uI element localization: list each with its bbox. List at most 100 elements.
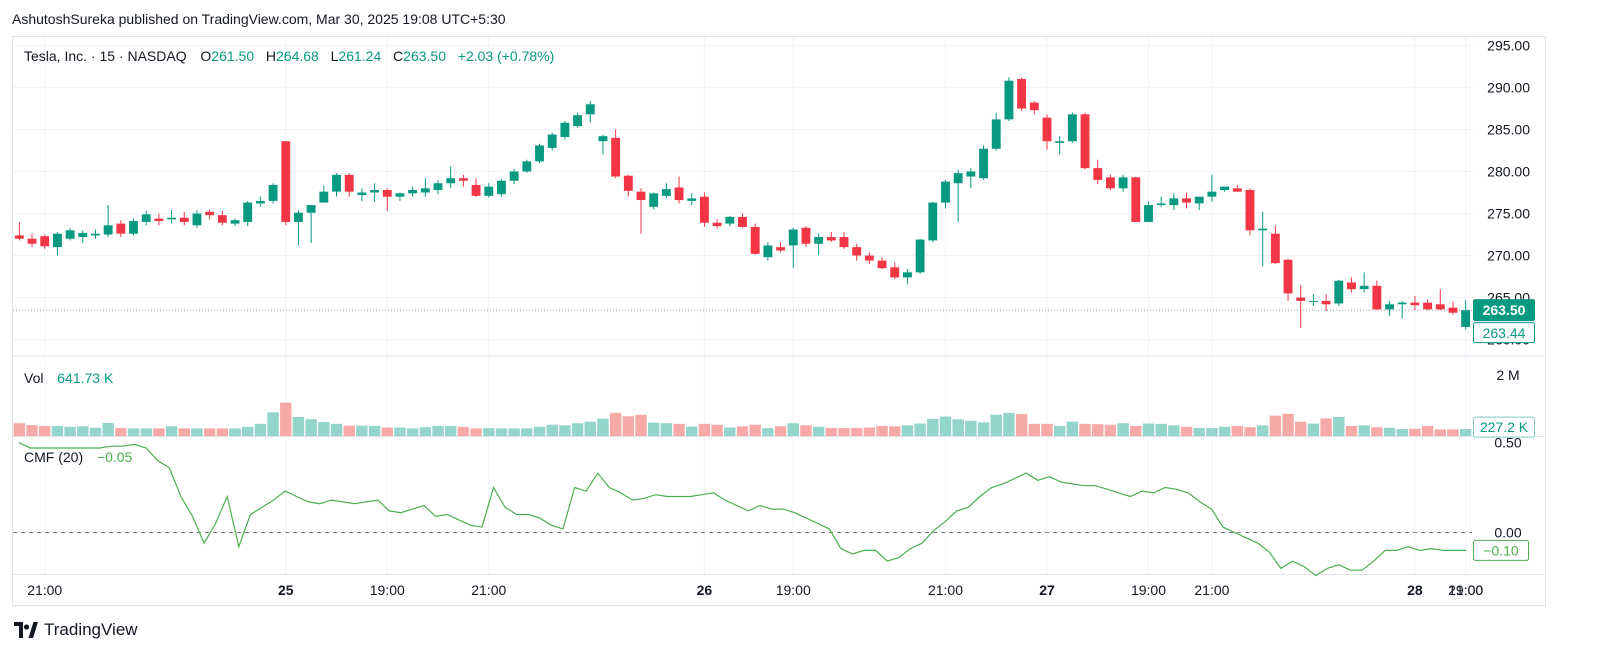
volume-bar[interactable]	[698, 423, 711, 436]
volume-bar[interactable]	[1269, 415, 1282, 436]
volume-bar[interactable]	[89, 427, 102, 436]
candle-body[interactable]	[91, 233, 100, 236]
candle-body[interactable]	[1448, 307, 1458, 313]
volume-bar[interactable]	[356, 425, 368, 436]
volume-bar[interactable]	[203, 428, 216, 436]
volume-bar[interactable]	[343, 425, 355, 436]
candle-body[interactable]	[420, 188, 430, 193]
candle-body[interactable]	[255, 200, 265, 204]
candle-body[interactable]	[408, 189, 418, 194]
volume-bar[interactable]	[419, 427, 432, 436]
candle-body[interactable]	[649, 193, 659, 207]
candle-body[interactable]	[154, 218, 164, 222]
candle-body[interactable]	[294, 212, 303, 222]
candle-body[interactable]	[585, 104, 595, 115]
candle-body[interactable]	[1435, 304, 1445, 310]
volume-bar[interactable]	[800, 425, 812, 436]
volume-bar[interactable]	[838, 428, 850, 436]
volume-bar[interactable]	[241, 426, 254, 436]
candle-body[interactable]	[687, 198, 697, 201]
volume-bar[interactable]	[1345, 425, 1358, 436]
volume-bar[interactable]	[546, 424, 558, 436]
volume-bar[interactable]	[927, 418, 939, 436]
volume-bar[interactable]	[1104, 424, 1117, 436]
candle-body[interactable]	[116, 223, 126, 234]
volume-bar[interactable]	[1015, 414, 1028, 436]
volume-bar[interactable]	[787, 423, 799, 436]
volume-bar[interactable]	[1155, 423, 1167, 436]
volume-bar[interactable]	[280, 402, 292, 436]
candle-body[interactable]	[1359, 285, 1369, 290]
volume-bar[interactable]	[711, 424, 723, 436]
volume-bar[interactable]	[254, 423, 267, 436]
volume-bar[interactable]	[64, 426, 76, 436]
candle-body[interactable]	[103, 225, 113, 235]
volume-bar[interactable]	[1307, 423, 1320, 436]
candle-body[interactable]	[699, 196, 709, 223]
volume-bar[interactable]	[444, 425, 457, 436]
candle-body[interactable]	[966, 171, 976, 177]
candle-body[interactable]	[941, 181, 950, 203]
candle-body[interactable]	[991, 119, 1001, 149]
volume-bar[interactable]	[292, 416, 305, 436]
candle-body[interactable]	[1017, 79, 1027, 109]
volume-bar[interactable]	[1092, 424, 1104, 436]
candle-body[interactable]	[1372, 285, 1382, 310]
volume-bar[interactable]	[1333, 416, 1345, 436]
volume-bar[interactable]	[1003, 412, 1015, 436]
candle-body[interactable]	[1080, 114, 1090, 169]
volume-bar[interactable]	[1371, 427, 1383, 436]
candle-body[interactable]	[192, 213, 202, 226]
candle-body[interactable]	[14, 235, 24, 239]
candle-body[interactable]	[839, 237, 849, 248]
volume-bar[interactable]	[495, 428, 508, 436]
volume-label[interactable]: Vol	[24, 370, 44, 386]
volume-bar[interactable]	[1168, 425, 1180, 436]
candle-body[interactable]	[776, 247, 786, 251]
volume-bar[interactable]	[889, 426, 901, 436]
volume-bar[interactable]	[1396, 429, 1408, 436]
candle-body[interactable]	[623, 175, 633, 191]
volume-bar[interactable]	[457, 426, 470, 436]
candle-body[interactable]	[395, 193, 405, 197]
volume-bar[interactable]	[901, 425, 914, 436]
candle-body[interactable]	[915, 239, 925, 273]
candle-body[interactable]	[877, 260, 887, 269]
volume-bar[interactable]	[1358, 425, 1370, 436]
volume-bar[interactable]	[1218, 426, 1231, 436]
candle-body[interactable]	[205, 211, 215, 216]
candle-body[interactable]	[1308, 300, 1318, 302]
volume-bar[interactable]	[673, 423, 685, 436]
candle-body[interactable]	[1004, 80, 1014, 120]
volume-bar[interactable]	[267, 412, 279, 436]
candle-body[interactable]	[1029, 102, 1039, 111]
volume-bar[interactable]	[1409, 428, 1421, 436]
volume-bar[interactable]	[13, 423, 26, 436]
candle-body[interactable]	[1270, 233, 1280, 264]
candle-body[interactable]	[826, 237, 836, 241]
volume-bar[interactable]	[165, 426, 178, 436]
candle-body[interactable]	[319, 191, 329, 203]
candle-body[interactable]	[801, 227, 811, 244]
candle-body[interactable]	[763, 245, 773, 258]
volume-bar[interactable]	[825, 428, 838, 436]
volume-bar[interactable]	[1421, 425, 1434, 436]
candle-body[interactable]	[1334, 280, 1344, 304]
volume-bar[interactable]	[381, 427, 393, 436]
volume-bar[interactable]	[597, 418, 609, 436]
volume-bar[interactable]	[368, 425, 381, 436]
candle-body[interactable]	[458, 178, 468, 181]
candle-body[interactable]	[484, 186, 494, 196]
volume-bar[interactable]	[1079, 423, 1091, 436]
candle-body[interactable]	[268, 184, 278, 201]
candle-body[interactable]	[357, 192, 367, 196]
volume-bar[interactable]	[330, 423, 343, 436]
volume-bar[interactable]	[1295, 421, 1307, 436]
candle-body[interactable]	[1232, 188, 1242, 192]
volume-bar[interactable]	[1244, 427, 1256, 436]
candle-body[interactable]	[446, 178, 456, 184]
candle-body[interactable]	[1283, 259, 1293, 294]
volume-bar[interactable]	[229, 428, 241, 436]
volume-bar[interactable]	[1320, 418, 1332, 436]
